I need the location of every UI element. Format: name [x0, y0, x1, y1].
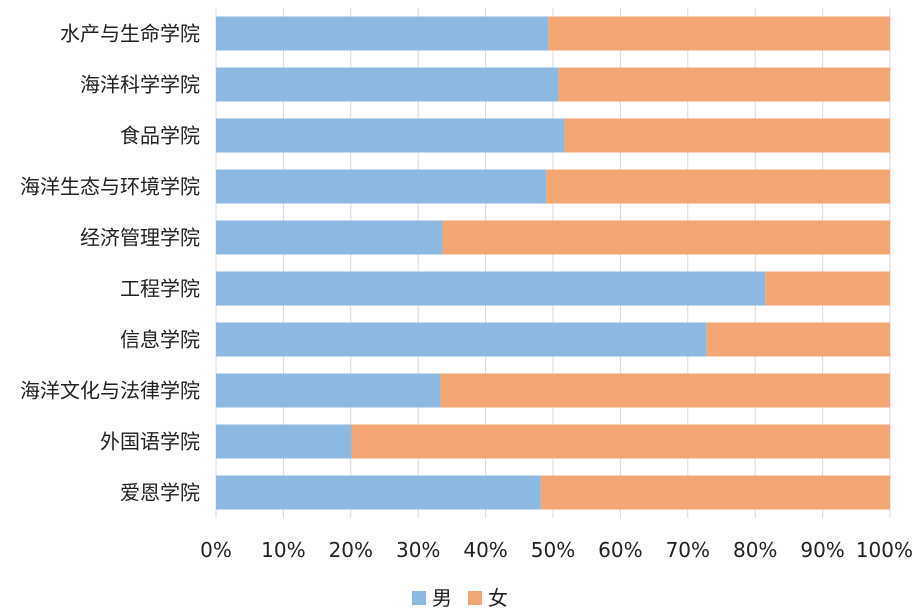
- bar-male-4: [216, 220, 443, 255]
- bar-female-6: [706, 322, 890, 357]
- x-tick-label: 90%: [800, 538, 844, 562]
- category-label: 水产与生命学院: [60, 22, 200, 46]
- bar-female-5: [765, 271, 890, 306]
- x-tick-labels: 0% 10% 20% 30% 40% 50% 60% 70% 80% 90% 100%: [200, 538, 913, 562]
- bar-male-3: [216, 169, 547, 204]
- legend: 男女: [412, 586, 508, 610]
- bar-female-3: [546, 169, 890, 204]
- bar-male-8: [216, 424, 352, 459]
- x-tick-label: 80%: [733, 538, 777, 562]
- legend-swatch-male: [412, 591, 426, 605]
- category-label: 经济管理学院: [80, 226, 200, 250]
- category-label: 信息学院: [120, 328, 200, 352]
- x-tick-label: 10%: [261, 538, 305, 562]
- bar-male-1: [216, 67, 559, 102]
- x-tick-label: 50%: [531, 538, 575, 562]
- x-tick-label: 70%: [666, 538, 710, 562]
- x-tick-label: 100%: [856, 538, 913, 562]
- legend-label-male: 男: [432, 586, 452, 610]
- bar-male-0: [216, 16, 549, 51]
- bar-male-9: [216, 475, 541, 510]
- x-tick-label: 0%: [200, 538, 232, 562]
- category-labels: 水产与生命学院海洋科学学院食品学院海洋生态与环境学院经济管理学院工程学院信息学院…: [20, 22, 200, 505]
- bar-male-2: [216, 118, 565, 153]
- bar-female-0: [548, 16, 890, 51]
- category-label: 工程学院: [120, 277, 200, 301]
- category-label: 食品学院: [120, 124, 200, 148]
- legend-swatch-female: [468, 591, 482, 605]
- bar-female-9: [540, 475, 890, 510]
- bar-female-7: [440, 373, 890, 408]
- category-label: 海洋生态与环境学院: [20, 175, 200, 199]
- x-tick-label: 30%: [396, 538, 440, 562]
- category-label: 爱恩学院: [120, 481, 200, 505]
- x-tick-label: 60%: [598, 538, 642, 562]
- bar-female-8: [351, 424, 890, 459]
- bar-female-1: [558, 67, 890, 102]
- bar-male-5: [216, 271, 766, 306]
- bar-female-4: [442, 220, 890, 255]
- category-label: 外国语学院: [100, 430, 200, 454]
- x-tick-label: 40%: [463, 538, 507, 562]
- bar-female-2: [564, 118, 890, 153]
- legend-label-female: 女: [488, 586, 508, 610]
- category-label: 海洋科学学院: [80, 73, 200, 97]
- category-label: 海洋文化与法律学院: [20, 379, 200, 403]
- x-tick-label: 20%: [329, 538, 373, 562]
- bar-male-6: [216, 322, 707, 357]
- bar-male-7: [216, 373, 441, 408]
- bars: [216, 16, 890, 510]
